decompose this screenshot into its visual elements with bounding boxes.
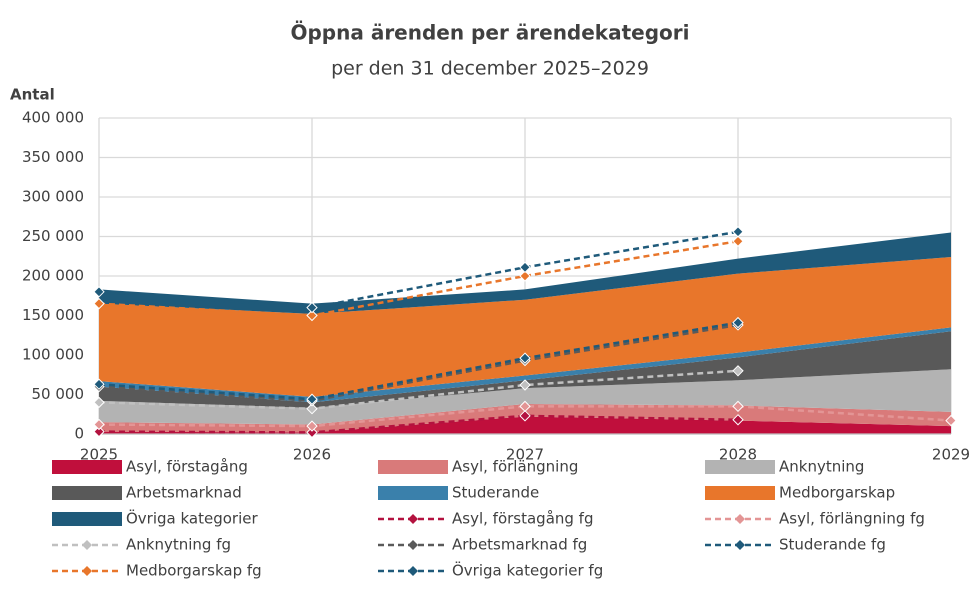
legend-marker bbox=[408, 566, 418, 576]
forecast-marker bbox=[93, 378, 105, 390]
forecast-line bbox=[98, 414, 739, 434]
forecast-marker bbox=[732, 414, 744, 426]
forecast-line bbox=[98, 405, 952, 428]
forecast-marker bbox=[732, 400, 744, 413]
forecast-marker bbox=[306, 426, 318, 439]
forecast-marker bbox=[519, 400, 531, 413]
legend-swatch bbox=[52, 486, 122, 500]
y-tick-label: 200 000 bbox=[22, 267, 84, 285]
forecast-marker bbox=[519, 261, 531, 274]
legend-label: Asyl, förlängning fg bbox=[779, 510, 925, 528]
legend-label: Studerande bbox=[452, 484, 539, 502]
legend-marker bbox=[408, 540, 418, 550]
area bbox=[99, 257, 951, 397]
legend-label: Medborgarskap bbox=[779, 484, 895, 502]
forecast-marker bbox=[306, 393, 318, 405]
legend-label: Asyl, förstagång fg bbox=[452, 510, 593, 528]
forecast-line bbox=[98, 240, 739, 317]
legend-label: Medborgarskap fg bbox=[126, 562, 262, 580]
legend-swatch bbox=[705, 460, 775, 474]
chart-subtitle: per den 31 december 2025–2029 bbox=[331, 58, 649, 80]
legend-swatch bbox=[705, 486, 775, 500]
legend-label: Övriga kategorier bbox=[126, 509, 258, 528]
forecast-marker bbox=[306, 301, 318, 314]
x-tick-label: 2028 bbox=[719, 446, 757, 464]
y-tick-label: 0 bbox=[74, 425, 84, 443]
y-tick-label: 350 000 bbox=[22, 148, 84, 166]
area bbox=[99, 232, 951, 314]
y-tick-label: 400 000 bbox=[22, 109, 84, 127]
legend-label: Arbetsmarknad bbox=[126, 484, 242, 502]
forecast-marker bbox=[93, 286, 105, 298]
legend-label: Anknytning bbox=[779, 458, 864, 476]
legend-marker bbox=[735, 540, 745, 550]
forecast-marker bbox=[732, 226, 744, 238]
legend-marker bbox=[82, 540, 92, 550]
legend-label: Anknytning fg bbox=[126, 536, 231, 554]
forecast-marker bbox=[93, 396, 105, 409]
forecast-marker bbox=[732, 235, 744, 247]
y-tick-label: 300 000 bbox=[22, 188, 84, 206]
y-tick-label: 100 000 bbox=[22, 346, 84, 364]
forecast-line bbox=[98, 230, 739, 309]
forecast-marker bbox=[93, 418, 105, 431]
legend-marker bbox=[735, 514, 745, 524]
forecast-marker bbox=[732, 316, 744, 329]
forecast-marker bbox=[306, 420, 318, 432]
legend-label: Arbetsmarknad fg bbox=[452, 536, 587, 554]
forecast-marker bbox=[732, 365, 744, 377]
legend-label: Studerande fg bbox=[779, 536, 886, 554]
legend-swatch bbox=[378, 460, 448, 474]
legend-label: Övriga kategorier fg bbox=[452, 561, 603, 580]
forecast-marker bbox=[519, 379, 531, 391]
y-tick-label: 50 000 bbox=[32, 385, 85, 403]
forecast-marker bbox=[519, 270, 531, 282]
x-tick-label: 2027 bbox=[506, 446, 544, 464]
x-tick-label: 2026 bbox=[293, 446, 331, 464]
area bbox=[99, 331, 951, 408]
legend-swatch bbox=[52, 512, 122, 526]
y-axis-label: Antal bbox=[10, 86, 55, 104]
chart-title: Öppna ärenden per ärendekategori bbox=[290, 21, 689, 45]
forecast-marker bbox=[519, 410, 531, 422]
y-tick-label: 150 000 bbox=[22, 306, 84, 324]
forecast-line bbox=[98, 369, 739, 410]
legend-label: Asyl, förstagång bbox=[126, 458, 248, 476]
forecast-marker bbox=[519, 352, 531, 364]
forecast-marker bbox=[945, 414, 957, 427]
legend-label: Asyl, förlängning bbox=[452, 458, 578, 476]
legend-swatch bbox=[378, 486, 448, 500]
x-tick-label: 2025 bbox=[80, 446, 118, 464]
forecast-line bbox=[98, 323, 739, 403]
y-tick-label: 250 000 bbox=[22, 227, 84, 245]
forecast-marker bbox=[93, 425, 105, 438]
legend-marker bbox=[408, 514, 418, 524]
x-tick-label: 2029 bbox=[932, 446, 970, 464]
forecast-marker bbox=[306, 403, 318, 415]
legend-swatch bbox=[52, 460, 122, 474]
forecast-marker bbox=[306, 309, 318, 322]
legend-marker bbox=[82, 566, 92, 576]
forecast-marker bbox=[93, 297, 105, 310]
forecast-line bbox=[98, 321, 739, 401]
